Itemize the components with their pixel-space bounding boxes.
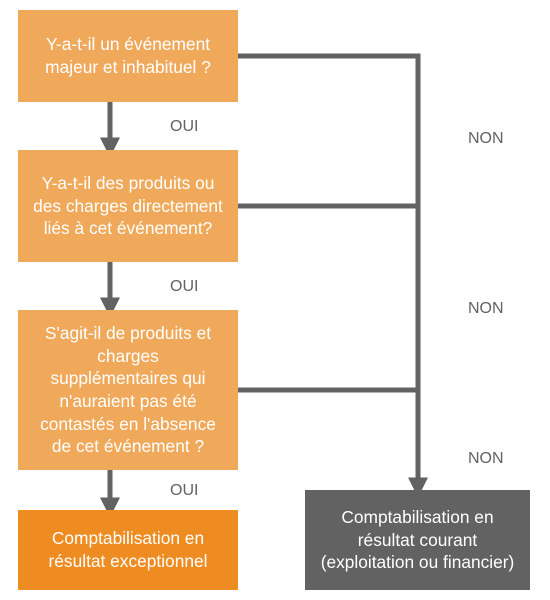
edge-label-q2-q3: OUI (170, 278, 198, 296)
node-r2-text: Comptabilisation en résultat courant (ex… (319, 506, 516, 574)
edge-q1-r2 (238, 56, 418, 490)
node-r1-text: Comptabilisation en résultat exceptionne… (32, 527, 224, 572)
edge-label-q2-r2: NON (468, 300, 504, 318)
node-q3: S'agit-il de produits et charges supplém… (18, 310, 238, 470)
node-r1: Comptabilisation en résultat exceptionne… (18, 510, 238, 590)
node-q1: Y-a-t-il un événement majeur et inhabitu… (18, 10, 238, 102)
edge-label-q3-r2: NON (468, 450, 504, 468)
node-q3-text: S'agit-il de produits et charges supplém… (32, 322, 224, 457)
edge-label-q3-r1: OUI (170, 482, 198, 500)
edge-label-q1-q2: OUI (170, 118, 198, 136)
node-q2: Y-a-t-il des produits ou des charges dir… (18, 150, 238, 262)
node-r2: Comptabilisation en résultat courant (ex… (305, 490, 530, 590)
edge-label-q1-r2: NON (468, 130, 504, 148)
flowchart-canvas: Y-a-t-il un événement majeur et inhabitu… (0, 0, 550, 600)
node-q1-text: Y-a-t-il un événement majeur et inhabitu… (32, 33, 224, 78)
node-q2-text: Y-a-t-il des produits ou des charges dir… (32, 172, 224, 240)
